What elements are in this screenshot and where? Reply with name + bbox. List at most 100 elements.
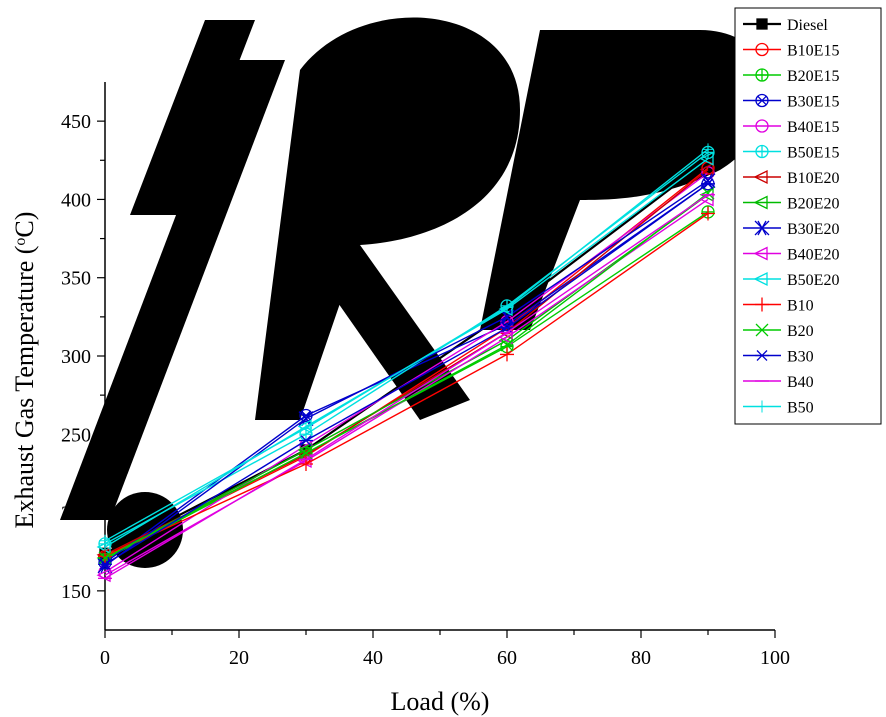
legend-entry: B30E15 [743, 94, 839, 111]
legend-entry: B50E15 [743, 145, 839, 162]
series-B40 [98, 194, 715, 579]
data-point-B20-60 [500, 338, 514, 352]
legend-label: B20 [787, 323, 814, 340]
y-tick-label: 200 [61, 503, 91, 525]
legend-entry: B10E20 [743, 169, 839, 187]
watermark-stroke-0 [60, 60, 285, 520]
data-point-B10-60 [500, 347, 514, 362]
y-tick-label: 450 [61, 111, 91, 133]
y-tick-label: 350 [61, 268, 91, 290]
y-axis-label: Exhaust Gas Temperature (oC) [10, 212, 39, 529]
legend-marker [756, 400, 768, 413]
data-point-B10-0 [98, 549, 112, 564]
legend-label: B50E20 [787, 272, 839, 289]
legend-entry: B30 [743, 349, 814, 366]
data-point-B30E20-90 [700, 173, 716, 189]
legend-entry: B30E20 [743, 220, 839, 238]
legend-entry: B40 [743, 374, 814, 391]
series-line-B50 [104, 148, 709, 542]
y-tick-label: 150 [61, 581, 91, 603]
watermark-stroke-1 [130, 20, 255, 215]
legend-entry: B20E15 [743, 68, 839, 85]
series-B50 [99, 143, 714, 547]
x-tick-label: 80 [631, 647, 651, 669]
series-line-B20 [104, 192, 709, 559]
data-point-B40E20-60 [498, 330, 513, 345]
x-tick-label: 0 [100, 647, 110, 669]
series-line-B30 [104, 183, 709, 565]
legend-marker [755, 119, 769, 133]
watermark-stroke-3 [340, 66, 460, 200]
y-tick-label: 300 [61, 346, 91, 368]
legend-entry: B10E15 [743, 43, 839, 60]
legend-label: B20E15 [787, 68, 839, 85]
data-point-B30-30 [299, 435, 313, 447]
data-point-B40E20-90 [699, 192, 714, 207]
legend: Diesel B10E15 B20E15 B30E15 B40E15 B50E15 B10E… [734, 7, 882, 425]
legend-marker [755, 323, 769, 337]
legend-label: Diesel [787, 17, 828, 34]
legend-marker [753, 271, 768, 287]
y-axis-label-degree: o [12, 238, 29, 246]
series-B20 [98, 186, 715, 565]
legend-marker [755, 297, 769, 312]
data-point-B50E20-60 [498, 301, 513, 317]
series-lines [96, 143, 716, 583]
data-point-B30-60 [500, 322, 514, 334]
legend-label: B50 [787, 400, 814, 417]
legend-label: B20E20 [787, 196, 839, 213]
legend-marker [755, 93, 769, 108]
watermark-stroke-5 [480, 30, 771, 330]
legend-marker [755, 144, 769, 159]
legend-entry: B20 [743, 323, 814, 340]
legend-label: B10 [787, 298, 814, 315]
series-line-B10 [104, 212, 709, 558]
x-tick-label: 100 [760, 647, 790, 669]
legend-entry: B50 [743, 400, 814, 417]
legend-entry: B40E20 [743, 246, 839, 264]
y-tick-label: 250 [61, 424, 91, 446]
legend-marker [753, 169, 768, 185]
legend-entry: B10 [743, 297, 814, 315]
data-point-B30E20-0 [97, 558, 113, 574]
legend-marker [755, 68, 769, 82]
legend-marker [756, 18, 768, 30]
legend-box [734, 7, 882, 425]
legend-label: B30 [787, 349, 814, 366]
legend-marker [753, 195, 768, 210]
data-point-B50-60 [501, 301, 513, 314]
series-B30 [98, 178, 715, 570]
legend-label: B40 [787, 374, 814, 391]
y-axis-label-main: Exhaust Gas Temperature ( [10, 246, 39, 529]
data-point-B10E20-90 [699, 162, 714, 177]
y-tick-label: 400 [61, 189, 91, 211]
series-B10 [98, 206, 715, 564]
data-point-B30E20-30 [298, 411, 314, 427]
legend-marker [753, 246, 768, 261]
x-axis-label: Load (%) [391, 687, 490, 716]
data-point-B50-0 [99, 534, 111, 547]
x-tick-label: 40 [363, 647, 383, 669]
series-line-B40 [104, 194, 709, 579]
legend-entry: B20E20 [743, 195, 839, 213]
legend-label: B10E20 [787, 170, 839, 187]
data-point-B30-0 [98, 558, 112, 570]
watermark-stroke-4 [315, 245, 470, 420]
legend-marker [755, 42, 769, 57]
x-tick-label: 20 [229, 647, 249, 669]
watermark [60, 17, 771, 568]
data-point-B50E20-0 [96, 539, 111, 555]
data-point-B10-90 [701, 206, 715, 221]
data-point-B50-30 [300, 422, 312, 435]
data-point-B30-90 [701, 178, 715, 190]
data-point-B50E20-90 [699, 151, 714, 166]
legend-label: B30E20 [787, 221, 839, 238]
data-point-B50E20-30 [297, 419, 312, 434]
y-axis-label-unit: C) [10, 212, 39, 238]
legend-marker [754, 220, 770, 236]
legend-entry: Diesel [743, 17, 828, 34]
legend-label: B30E15 [787, 94, 839, 111]
legend-label: B50E15 [787, 145, 839, 162]
data-point-B50-90 [702, 143, 714, 156]
